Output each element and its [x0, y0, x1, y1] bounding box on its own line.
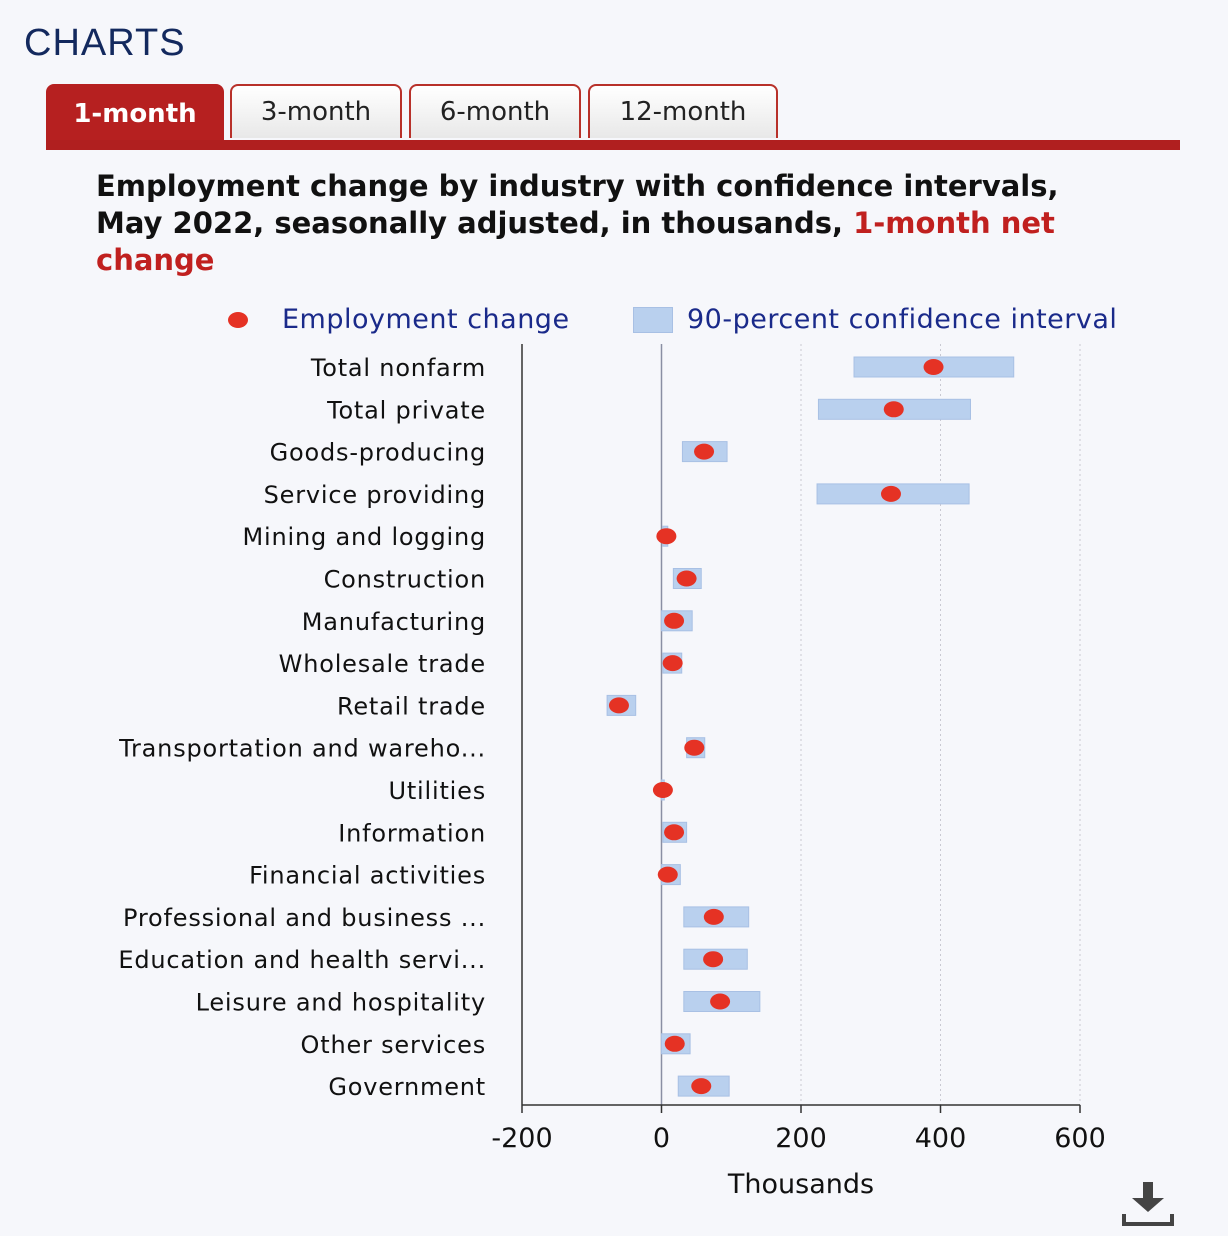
x-tick-label: 400 — [915, 1123, 967, 1154]
chart-title-main: Employment change by industry with confi… — [96, 169, 1059, 240]
category-label: Service providing — [264, 481, 486, 509]
employment-change-point — [703, 908, 724, 925]
category-label: Total nonfarm — [310, 354, 486, 382]
employment-change-point — [657, 866, 678, 883]
category-label: Manufacturing — [302, 608, 486, 636]
download-icon[interactable] — [1120, 1178, 1176, 1228]
employment-change-point — [694, 443, 715, 460]
category-label: Retail trade — [337, 692, 486, 720]
x-tick-label: 200 — [775, 1123, 827, 1154]
x-tick-label: -200 — [491, 1123, 552, 1154]
employment-change-point — [923, 359, 944, 375]
category-label: Government — [328, 1073, 486, 1101]
category-label: Utilities — [388, 777, 486, 805]
legend-box-icon — [633, 306, 673, 333]
category-label: Financial activities — [249, 862, 486, 890]
x-axis-label: Thousands — [727, 1169, 874, 1200]
employment-change-point — [710, 993, 731, 1010]
employment-change-point — [608, 697, 629, 714]
tab-underline — [46, 140, 1180, 150]
employment-change-point — [880, 485, 901, 502]
employment-change-point — [664, 824, 685, 841]
category-label: Goods-producing — [270, 439, 486, 467]
employment-change-point — [652, 782, 673, 798]
legend-employment-change[interactable]: Employment change — [228, 304, 570, 335]
category-label: Other services — [301, 1031, 486, 1059]
tab-6-month[interactable]: 6-month — [409, 84, 581, 138]
chart-title-accent: 1-month net change — [96, 206, 1055, 277]
legend-confidence-interval-label: 90-percent confidence interval — [687, 304, 1118, 335]
employment-change-point — [656, 528, 677, 545]
legend-confidence-interval[interactable]: 90-percent confidence interval — [633, 304, 1117, 335]
employment-change-point — [664, 612, 685, 629]
legend-employment-change-label: Employment change — [282, 304, 570, 335]
category-label: Education and health servi... — [118, 946, 486, 974]
category-label: Wholesale trade — [279, 650, 486, 678]
tab-1-month[interactable]: 1-month — [46, 84, 224, 142]
employment-change-point — [883, 401, 904, 418]
employment-change-point — [664, 1035, 685, 1052]
category-label: Mining and logging — [243, 523, 486, 551]
category-label: Information — [338, 819, 486, 847]
tab-12-month[interactable]: 12-month — [588, 84, 778, 138]
legend-dot-icon — [228, 311, 248, 328]
category-label: Leisure and hospitality — [196, 989, 486, 1017]
chart-plot: -200 0 200 400 600 Thousands Total nonfarm Tota… — [118, 344, 1106, 1200]
employment-change-point — [703, 951, 724, 968]
tab-3-month[interactable]: 3-month — [230, 84, 402, 138]
employment-change-point — [662, 655, 683, 672]
employment-change-point — [691, 1078, 712, 1095]
x-tick-label: 0 — [653, 1123, 670, 1154]
chart-title: Employment change by industry with confi… — [96, 168, 1106, 279]
employment-change-point — [684, 739, 705, 756]
category-label: Professional and business ... — [123, 904, 486, 932]
category-label: Transportation and wareho... — [118, 735, 486, 763]
category-label: Total private — [326, 396, 486, 424]
category-label: Construction — [324, 566, 486, 594]
employment-change-point — [676, 570, 697, 587]
page-title: CHARTS — [24, 22, 186, 64]
x-tick-label: 600 — [1054, 1123, 1106, 1154]
